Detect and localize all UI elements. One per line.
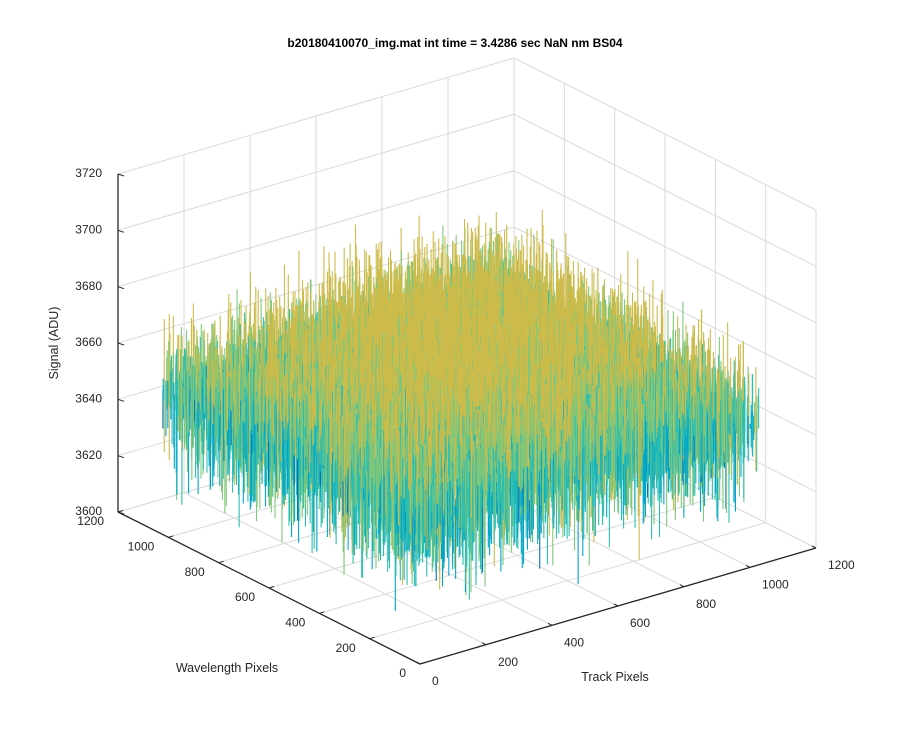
side-wall-grid-z	[513, 170, 817, 324]
back-wall-grid-z	[117, 57, 515, 175]
back-wall-grid-z	[117, 226, 515, 344]
side-wall-grid-z	[513, 57, 817, 211]
side-wall-grid-z	[513, 113, 817, 267]
floor-grid-y	[319, 496, 716, 614]
chart-title: b20180410070_img.mat int time = 3.4286 s…	[287, 36, 623, 50]
back-wall-grid-z	[117, 170, 515, 288]
back-wall-grid-z	[117, 113, 515, 231]
surface-plot	[162, 209, 760, 611]
side-wall-grid-z	[513, 226, 817, 380]
floor-grid-y	[369, 522, 766, 640]
